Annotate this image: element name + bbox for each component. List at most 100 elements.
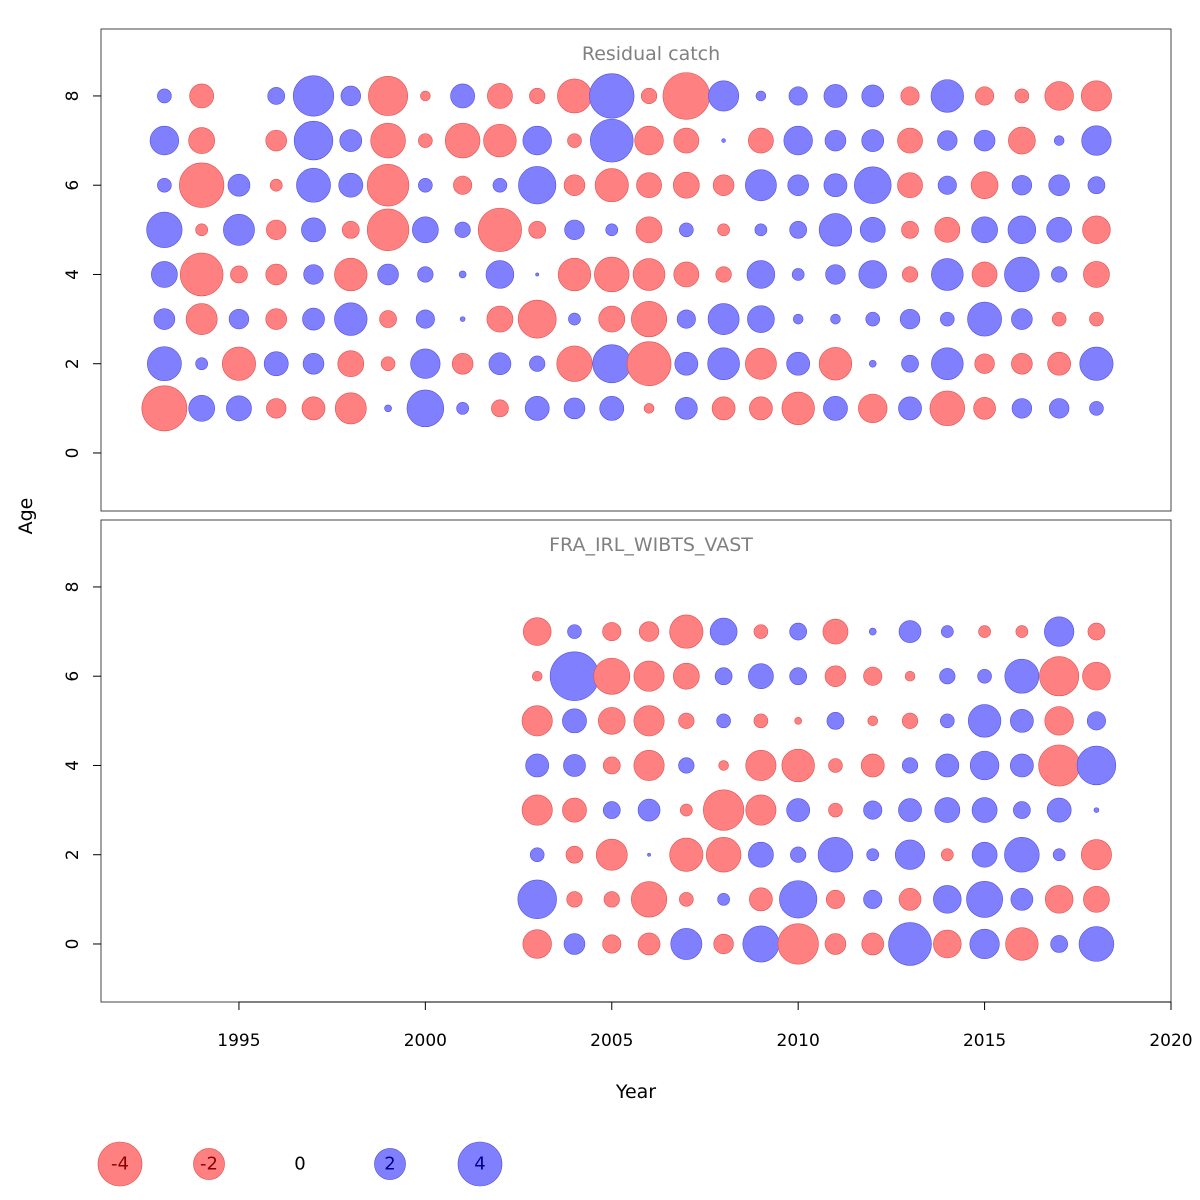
bubble-2010-age-1 [781, 391, 815, 425]
bubble-2006-age-0 [637, 932, 661, 956]
bubble-2001-age-6 [453, 175, 473, 195]
bubble-1994-age-1 [188, 395, 215, 422]
bubble-2007-age-3 [680, 803, 693, 817]
bubble-2003-age-6 [531, 670, 543, 682]
bubble-2016-age-6 [1004, 658, 1040, 694]
bubble-2000-age-8 [420, 90, 431, 102]
bubble-2002-age-5 [477, 207, 522, 252]
bubble-2014-age-6 [939, 668, 956, 685]
bubble-2014-age-0 [933, 929, 962, 959]
bubble-2003-age-5 [521, 705, 553, 737]
bubble-2011-age-5 [818, 213, 853, 247]
bubble-2003-age-4 [535, 272, 540, 277]
bubble-2017-age-6 [1048, 174, 1070, 196]
bubble-2015-age-1 [966, 880, 1003, 918]
bubble-1995-age-6 [227, 173, 251, 197]
bubble-2002-age-6 [492, 177, 508, 193]
bubble-1999-age-6 [366, 164, 410, 207]
bubble-1997-age-2 [302, 352, 325, 375]
bubble-2012-age-0 [861, 932, 885, 956]
bubble-1996-age-4 [265, 263, 287, 286]
legend-label: -2 [200, 1154, 218, 1175]
bubble-2004-age-7 [567, 133, 582, 148]
bubble-2016-age-5 [1007, 215, 1037, 245]
bubble-1994-age-5 [195, 223, 208, 237]
bubble-2003-age-2 [529, 355, 546, 372]
bubble-2017-age-6 [1039, 656, 1080, 697]
bubble-2005-age-7 [602, 622, 622, 642]
bubble-2007-age-1 [679, 892, 694, 907]
bubble-2008-age-5 [716, 713, 731, 729]
bubble-1999-age-5 [366, 208, 410, 252]
bubble-1994-age-7 [188, 127, 215, 154]
bubble-2014-age-8 [930, 79, 964, 113]
bubble-2004-age-3 [562, 797, 587, 823]
bubble-1993-age-6 [157, 177, 172, 193]
bubble-2007-age-3 [676, 309, 696, 329]
bubble-2015-age-3 [967, 301, 1002, 337]
bubble-2011-age-8 [823, 84, 848, 108]
bubble-2017-age-8 [1044, 81, 1074, 111]
bubble-2015-age-7 [978, 625, 991, 638]
bubble-2009-age-5 [753, 713, 769, 729]
bubble-2006-age-2 [647, 852, 651, 857]
legend-label: 4 [474, 1154, 485, 1175]
bubble-2008-age-7 [709, 617, 738, 646]
bubble-2007-age-6 [673, 171, 700, 199]
bubble-2006-age-3 [637, 798, 661, 822]
bubble-2012-age-2 [866, 848, 880, 862]
bubble-2006-age-4 [633, 750, 665, 781]
y-tick-label: 8 [63, 91, 83, 102]
bubble-2005-age-6 [593, 657, 631, 695]
bubble-2017-age-7 [1053, 135, 1065, 146]
bubble-2009-age-3 [747, 305, 775, 333]
bubble-2000-age-6 [418, 177, 433, 193]
bubble-1998-age-4 [334, 257, 368, 292]
y-tick-label: 4 [63, 760, 83, 771]
bubble-2009-age-4 [746, 260, 776, 289]
bubble-2011-age-3 [830, 313, 841, 325]
bubble-1996-age-3 [265, 308, 287, 330]
bubble-2008-age-6 [712, 174, 735, 196]
bubble-2003-age-1 [517, 879, 557, 920]
bubble-2001-age-1 [456, 402, 469, 415]
bubble-2017-age-5 [1044, 706, 1074, 736]
bubble-2005-age-1 [603, 891, 620, 908]
bubble-2011-age-1 [823, 396, 848, 421]
bubble-1998-age-1 [334, 392, 367, 425]
bubble-1997-age-5 [301, 217, 326, 243]
bubble-2004-age-6 [563, 174, 586, 196]
bubble-2005-age-2 [592, 344, 632, 384]
bubble-2009-age-0 [742, 925, 780, 963]
bubble-2005-age-4 [602, 756, 621, 775]
bubble-2016-age-3 [1013, 801, 1031, 819]
bubble-2006-age-3 [631, 301, 668, 338]
bubble-1994-age-6 [179, 162, 225, 208]
bubble-1999-age-3 [379, 310, 397, 328]
bubble-2005-age-8 [589, 73, 635, 119]
bubble-2017-age-2 [1047, 351, 1071, 376]
bubble-1995-age-5 [223, 213, 255, 246]
bubble-2010-age-5 [789, 221, 807, 239]
bubble-2008-age-3 [703, 789, 745, 831]
bubble-2014-age-7 [940, 625, 954, 638]
bubble-2006-age-2 [626, 341, 672, 387]
bubble-2013-age-2 [894, 839, 926, 870]
bubble-2007-age-4 [678, 757, 695, 774]
bubble-1994-age-3 [185, 303, 218, 335]
bubble-2006-age-6 [636, 172, 662, 199]
panel-2: FRA_IRL_WIBTS_VAST 0 2 4 6 8 1995 2000 2005 2010 2… [63, 519, 1193, 1051]
bubble-2002-age-1 [491, 399, 509, 418]
bubble-2013-age-7 [897, 127, 923, 154]
bubble-2001-age-7 [444, 122, 481, 159]
bubble-2011-age-6 [823, 173, 848, 198]
bubble-2015-age-5 [967, 704, 1002, 738]
bubble-2018-age-1 [1083, 886, 1110, 913]
bubble-2010-age-4 [791, 268, 805, 281]
bubble-2016-age-1 [1011, 398, 1033, 419]
bubble-2018-age-3 [1089, 311, 1104, 327]
bubble-2015-age-7 [973, 129, 996, 152]
bubble-2013-age-7 [898, 620, 922, 643]
bubble-2009-age-1 [749, 887, 773, 912]
bubble-2004-age-4 [563, 754, 586, 777]
